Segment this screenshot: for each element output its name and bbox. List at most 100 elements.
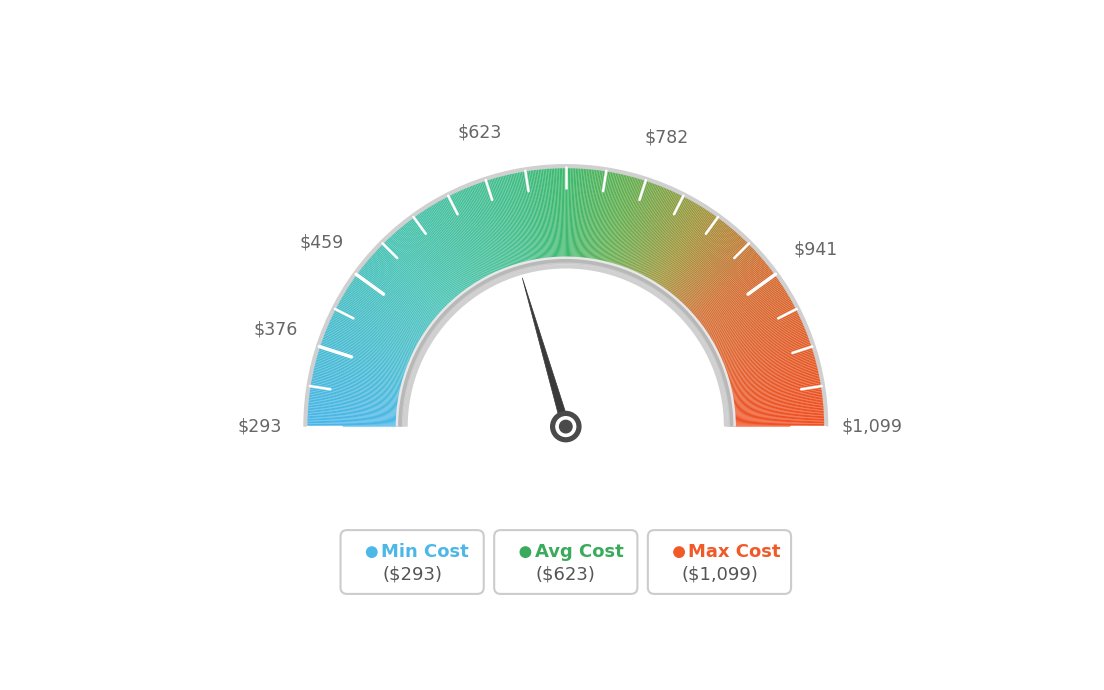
Wedge shape <box>669 227 734 304</box>
Wedge shape <box>705 299 794 349</box>
Wedge shape <box>715 335 810 371</box>
Wedge shape <box>661 217 722 298</box>
Wedge shape <box>662 219 724 299</box>
Wedge shape <box>652 208 708 293</box>
Wedge shape <box>696 275 778 334</box>
Wedge shape <box>459 188 501 280</box>
Wedge shape <box>309 383 408 400</box>
Wedge shape <box>703 294 790 346</box>
Wedge shape <box>613 177 644 274</box>
Wedge shape <box>604 173 629 271</box>
Wedge shape <box>312 365 411 390</box>
Wedge shape <box>307 394 407 408</box>
Wedge shape <box>602 172 626 270</box>
Wedge shape <box>493 176 522 273</box>
Wedge shape <box>725 404 826 413</box>
Wedge shape <box>692 266 772 328</box>
Wedge shape <box>422 208 478 293</box>
Wedge shape <box>714 328 807 366</box>
Wedge shape <box>402 223 466 302</box>
Text: $782: $782 <box>645 128 689 146</box>
Wedge shape <box>317 348 413 379</box>
Wedge shape <box>670 229 736 306</box>
Wedge shape <box>307 393 407 406</box>
Wedge shape <box>635 192 680 282</box>
Wedge shape <box>583 168 595 268</box>
Wedge shape <box>679 242 751 314</box>
Wedge shape <box>307 400 406 411</box>
Wedge shape <box>721 365 819 390</box>
Wedge shape <box>691 264 771 328</box>
Wedge shape <box>723 378 822 397</box>
Wedge shape <box>470 184 508 277</box>
Wedge shape <box>661 218 723 299</box>
Circle shape <box>367 547 376 558</box>
Wedge shape <box>680 245 753 315</box>
Wedge shape <box>309 381 408 400</box>
Wedge shape <box>689 259 766 324</box>
Wedge shape <box>412 216 471 297</box>
Wedge shape <box>510 172 533 270</box>
Wedge shape <box>395 229 461 306</box>
Wedge shape <box>486 179 518 274</box>
Wedge shape <box>314 360 411 387</box>
Wedge shape <box>722 370 820 393</box>
Wedge shape <box>325 326 418 366</box>
Wedge shape <box>468 184 507 278</box>
Wedge shape <box>701 286 786 341</box>
Wedge shape <box>725 405 826 415</box>
Wedge shape <box>336 302 425 351</box>
Wedge shape <box>322 332 416 370</box>
Wedge shape <box>683 250 757 318</box>
Wedge shape <box>452 192 497 282</box>
Wedge shape <box>479 181 513 275</box>
Wedge shape <box>701 287 786 342</box>
Wedge shape <box>637 193 682 284</box>
Wedge shape <box>306 423 405 426</box>
Text: $293: $293 <box>237 417 282 435</box>
Wedge shape <box>588 169 605 268</box>
Wedge shape <box>650 206 705 291</box>
Wedge shape <box>699 282 783 338</box>
Wedge shape <box>399 259 733 426</box>
Wedge shape <box>538 168 550 267</box>
Wedge shape <box>400 260 732 426</box>
Wedge shape <box>374 250 448 318</box>
Wedge shape <box>443 196 491 285</box>
Wedge shape <box>678 241 750 313</box>
Wedge shape <box>389 235 458 309</box>
Wedge shape <box>488 177 519 274</box>
Wedge shape <box>606 175 634 272</box>
Wedge shape <box>427 205 481 290</box>
Wedge shape <box>329 316 421 359</box>
Wedge shape <box>400 261 732 426</box>
Circle shape <box>556 417 575 437</box>
Wedge shape <box>421 209 477 293</box>
Wedge shape <box>692 267 773 329</box>
Wedge shape <box>393 230 460 306</box>
Wedge shape <box>714 331 808 368</box>
Wedge shape <box>527 169 543 268</box>
Text: Min Cost: Min Cost <box>381 543 468 561</box>
Wedge shape <box>634 191 678 282</box>
Wedge shape <box>458 189 500 281</box>
Wedge shape <box>606 175 633 272</box>
Wedge shape <box>694 271 775 332</box>
Wedge shape <box>333 308 423 355</box>
Wedge shape <box>308 386 407 402</box>
Wedge shape <box>533 168 546 268</box>
Wedge shape <box>350 280 434 337</box>
Wedge shape <box>543 167 553 267</box>
Wedge shape <box>643 197 691 286</box>
Wedge shape <box>672 233 741 308</box>
Wedge shape <box>682 247 755 317</box>
Wedge shape <box>495 175 523 273</box>
Wedge shape <box>330 314 422 358</box>
Wedge shape <box>720 354 816 383</box>
Wedge shape <box>627 186 666 279</box>
Wedge shape <box>380 244 452 315</box>
Wedge shape <box>684 250 758 319</box>
Wedge shape <box>715 334 809 371</box>
Wedge shape <box>698 279 782 337</box>
Wedge shape <box>520 170 539 269</box>
